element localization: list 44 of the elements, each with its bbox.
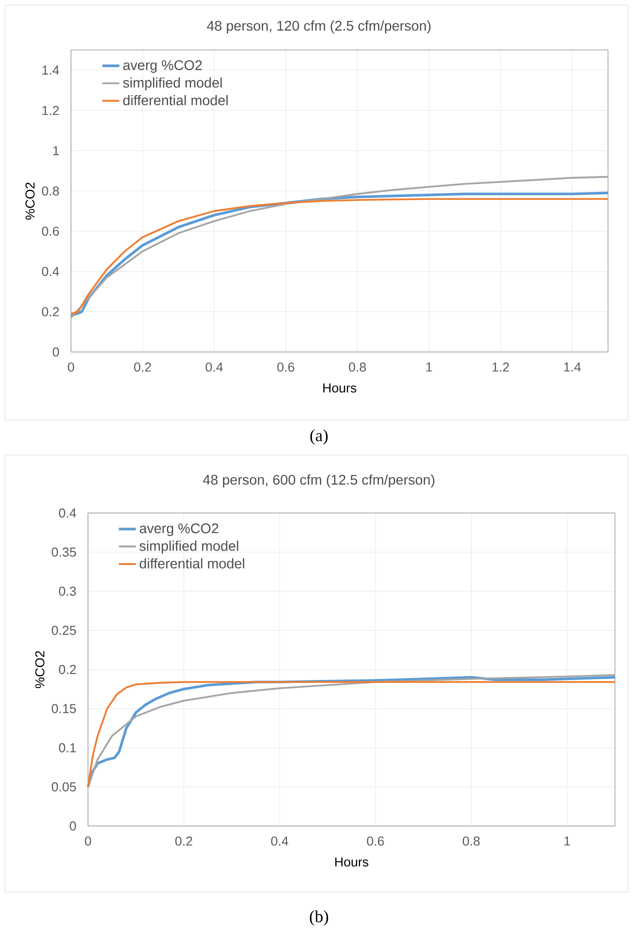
legend-label: differential model <box>140 558 244 568</box>
legend-label: differential model <box>123 95 228 106</box>
legend-label: averg %CO2 <box>140 523 218 536</box>
y-tick-label: 0.3 <box>58 586 76 596</box>
x-tick-label: 0.4 <box>271 836 288 846</box>
x-tick-label: 0.2 <box>175 836 192 846</box>
x-tick-label: 0.8 <box>348 362 366 372</box>
chart-title: 48 person, 120 cfm (2.5 cfm/person) <box>206 20 431 34</box>
x-axis-title: Hours <box>335 858 368 867</box>
y-tick-label: 0.8 <box>42 186 59 196</box>
x-tick-label: 0.6 <box>277 362 294 372</box>
y-tick-label: 0 <box>70 821 76 831</box>
y-tick-label: 0.05 <box>52 782 76 792</box>
x-tick-label: 1.4 <box>564 362 581 372</box>
y-tick-label: 1.2 <box>42 106 59 115</box>
legend-label: simplified model <box>123 77 222 90</box>
y-tick-label: 0 <box>52 347 59 357</box>
chart-title: 48 person, 600 cfm (12.5 cfm/person) <box>203 474 434 488</box>
legend-label: simplified model <box>140 540 238 554</box>
x-tick-label: 0.2 <box>134 362 151 372</box>
x-tick-label: 0.4 <box>206 362 223 372</box>
y-axis-title: %CO2 <box>25 182 35 220</box>
y-tick-label: 0.35 <box>52 548 76 557</box>
y-tick-label: 1.4 <box>42 66 60 75</box>
y-tick-label: 0.2 <box>42 307 59 316</box>
x-tick-label: 1 <box>564 836 570 846</box>
y-tick-label: 1 <box>53 146 59 156</box>
y-tick-label: 0.4 <box>58 508 76 518</box>
x-tick-label: 0.6 <box>366 836 384 846</box>
y-tick-label: 0.6 <box>42 226 59 236</box>
y-tick-label: 0.4 <box>42 266 60 276</box>
text: (b) <box>310 910 328 926</box>
x-tick-label: 0 <box>84 836 92 846</box>
y-tick-label: 0.1 <box>58 743 76 752</box>
x-tick-label: 0.8 <box>462 836 480 846</box>
legend-label: averg %CO2 <box>123 60 202 73</box>
text: (a) <box>310 429 328 445</box>
x-tick-label: 1 <box>426 362 432 372</box>
y-tick-label: 0.25 <box>52 626 76 635</box>
y-tick-label: 0.2 <box>58 664 76 674</box>
y-tick-label: 0.15 <box>52 704 76 714</box>
y-axis-title: %CO2 <box>35 651 44 688</box>
x-tick-label: 1.2 <box>492 362 509 372</box>
x-axis-title: Hours <box>323 384 356 393</box>
